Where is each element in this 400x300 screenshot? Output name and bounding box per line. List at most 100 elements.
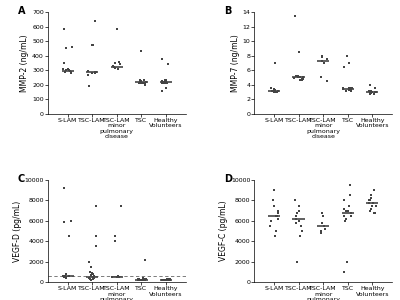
Point bbox=[297, 224, 304, 228]
Point bbox=[299, 77, 305, 82]
Point bbox=[347, 183, 354, 188]
Point bbox=[346, 61, 352, 65]
Point bbox=[292, 220, 299, 225]
Point bbox=[135, 277, 141, 281]
Point bbox=[85, 68, 91, 73]
Point bbox=[118, 203, 124, 208]
Point bbox=[161, 80, 167, 84]
Point bbox=[60, 61, 67, 65]
Point bbox=[68, 218, 75, 223]
Point bbox=[293, 213, 300, 218]
Point bbox=[341, 64, 347, 69]
Point bbox=[299, 76, 305, 81]
Point bbox=[136, 277, 142, 282]
Point bbox=[318, 229, 325, 233]
Point bbox=[162, 80, 168, 85]
Point bbox=[165, 62, 171, 67]
Point bbox=[274, 213, 280, 218]
Point bbox=[297, 234, 304, 239]
Point bbox=[86, 275, 92, 280]
Point bbox=[61, 27, 68, 32]
Point bbox=[271, 87, 277, 92]
Point bbox=[294, 210, 300, 215]
Point bbox=[112, 61, 118, 65]
Point bbox=[161, 278, 167, 282]
Text: A: A bbox=[18, 6, 25, 16]
Point bbox=[88, 278, 94, 282]
Point bbox=[297, 78, 303, 83]
Point bbox=[137, 78, 143, 83]
Point bbox=[141, 77, 148, 82]
Point bbox=[86, 83, 92, 88]
Point bbox=[86, 259, 92, 264]
Point bbox=[341, 206, 348, 211]
Y-axis label: VEGF-C (pg/mL): VEGF-C (pg/mL) bbox=[219, 201, 228, 261]
Point bbox=[138, 278, 145, 282]
Point bbox=[137, 79, 143, 83]
Point bbox=[366, 91, 373, 96]
Point bbox=[274, 89, 281, 94]
Point bbox=[66, 68, 73, 73]
Point bbox=[372, 210, 378, 215]
Point bbox=[318, 231, 324, 236]
Point bbox=[272, 88, 278, 92]
Point bbox=[164, 81, 170, 86]
Point bbox=[270, 90, 277, 94]
Point bbox=[291, 76, 298, 81]
Point bbox=[368, 196, 374, 201]
Point bbox=[159, 56, 166, 61]
Point bbox=[372, 90, 379, 94]
Point bbox=[299, 76, 306, 81]
Point bbox=[297, 74, 303, 79]
Point bbox=[160, 80, 167, 85]
Point bbox=[159, 278, 166, 282]
Point bbox=[272, 61, 278, 65]
Point bbox=[270, 198, 276, 203]
Point bbox=[92, 234, 99, 239]
Point bbox=[346, 87, 353, 92]
Point bbox=[61, 274, 67, 279]
Point bbox=[93, 244, 99, 249]
Point bbox=[159, 80, 165, 84]
Point bbox=[109, 274, 116, 279]
Point bbox=[89, 71, 96, 76]
Point bbox=[66, 274, 72, 278]
Point bbox=[369, 90, 376, 94]
Point bbox=[368, 193, 374, 198]
Point bbox=[343, 216, 350, 221]
Point bbox=[142, 80, 149, 84]
Point bbox=[372, 90, 378, 94]
Point bbox=[271, 90, 277, 94]
Point bbox=[275, 210, 282, 215]
Point bbox=[140, 277, 147, 281]
Point bbox=[162, 78, 168, 83]
Point bbox=[369, 200, 376, 205]
Point bbox=[60, 274, 66, 278]
Point bbox=[366, 200, 372, 205]
Point bbox=[322, 226, 328, 231]
Point bbox=[344, 259, 350, 264]
Point bbox=[368, 88, 375, 93]
Point bbox=[366, 82, 373, 87]
Point bbox=[275, 208, 281, 213]
Point bbox=[112, 239, 119, 244]
Point bbox=[368, 206, 375, 211]
Point bbox=[274, 90, 280, 94]
Point bbox=[296, 208, 302, 213]
Point bbox=[89, 270, 95, 275]
Point bbox=[343, 208, 349, 213]
Point bbox=[87, 269, 93, 274]
Point bbox=[293, 259, 300, 264]
Point bbox=[92, 70, 98, 75]
Point bbox=[163, 86, 169, 91]
Point bbox=[139, 81, 146, 86]
Point bbox=[142, 277, 149, 281]
Point bbox=[299, 75, 306, 80]
Point bbox=[91, 274, 98, 278]
Point bbox=[135, 278, 142, 282]
Point bbox=[297, 75, 303, 80]
Point bbox=[340, 198, 347, 203]
Point bbox=[90, 274, 97, 279]
Point bbox=[348, 85, 355, 90]
Point bbox=[61, 186, 68, 191]
